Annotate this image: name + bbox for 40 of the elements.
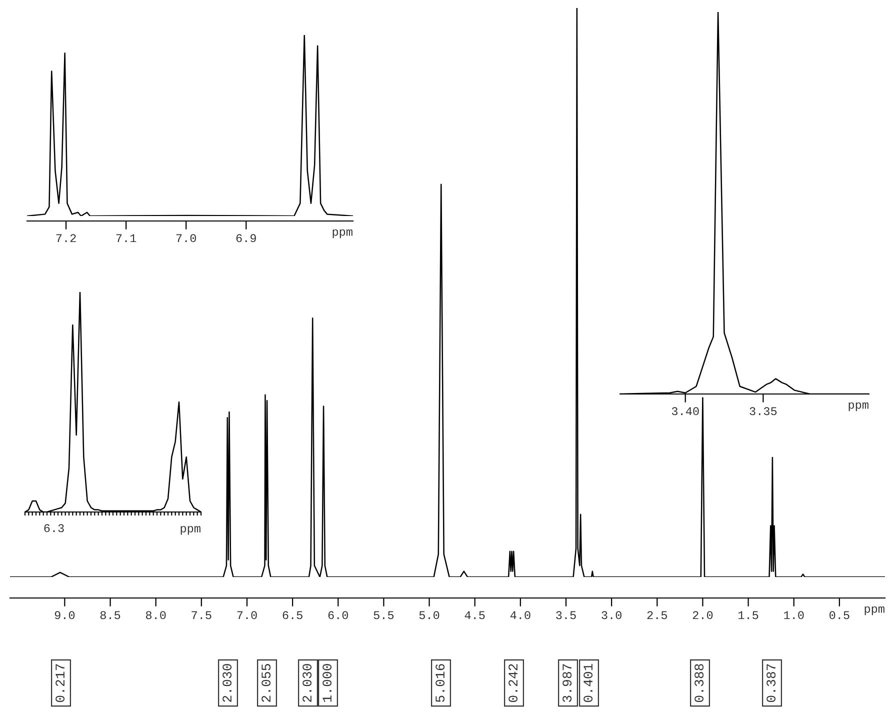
x-tick-label: 4.0 — [510, 611, 530, 620]
x-axis-title: ppm — [864, 606, 884, 616]
x-tick-label: 9.0 — [54, 611, 75, 620]
text: 0.217 — [56, 664, 65, 702]
x-tick-label: 7.5 — [192, 611, 212, 620]
x-tick-label: 6.5 — [282, 611, 302, 620]
x-tick-label: 6.9 — [236, 234, 256, 242]
x-tick-label: 6.0 — [328, 611, 348, 620]
x-tick-label: 1.5 — [738, 611, 758, 620]
text: 0.401 — [584, 664, 593, 702]
x-axis-title: ppm — [180, 526, 200, 535]
x-tick-label: 3.35 — [750, 407, 777, 416]
x-tick-label: 7.0 — [237, 611, 257, 620]
x-tick-label: 7.1 — [116, 234, 136, 242]
x-tick-label: 0.5 — [830, 611, 850, 620]
x-tick-label: 3.5 — [556, 611, 576, 620]
x-tick-label: 8.5 — [100, 611, 120, 620]
x-tick-label: 1.0 — [784, 611, 804, 620]
x-axis-title: ppm — [848, 402, 868, 412]
x-tick-label: 3.0 — [602, 611, 622, 620]
x-tick-label: 7.0 — [176, 234, 196, 242]
text: 0.388 — [694, 664, 704, 702]
x-tick-label: 5.0 — [419, 611, 440, 620]
x-tick-label: 3.40 — [672, 407, 699, 416]
text: 5.016 — [436, 664, 445, 702]
x-tick-label: 2.5 — [647, 611, 668, 620]
text: 0.242 — [508, 664, 518, 702]
text: 2.030 — [222, 664, 232, 702]
text: 1.000 — [322, 664, 332, 702]
annotation: 6.3 — [44, 524, 64, 532]
x-tick-label: 8.0 — [146, 611, 166, 620]
text: 3.987 — [562, 664, 572, 702]
text: 0.387 — [766, 664, 776, 702]
text: 2.030 — [302, 664, 312, 702]
x-tick-label: 4.5 — [464, 611, 485, 620]
x-tick-label: 5.5 — [374, 611, 394, 620]
text: 2.055 — [262, 664, 271, 702]
x-tick-label: 7.2 — [56, 234, 76, 242]
x-axis-title: ppm — [332, 229, 352, 238]
x-tick-label: 2.0 — [692, 611, 713, 620]
